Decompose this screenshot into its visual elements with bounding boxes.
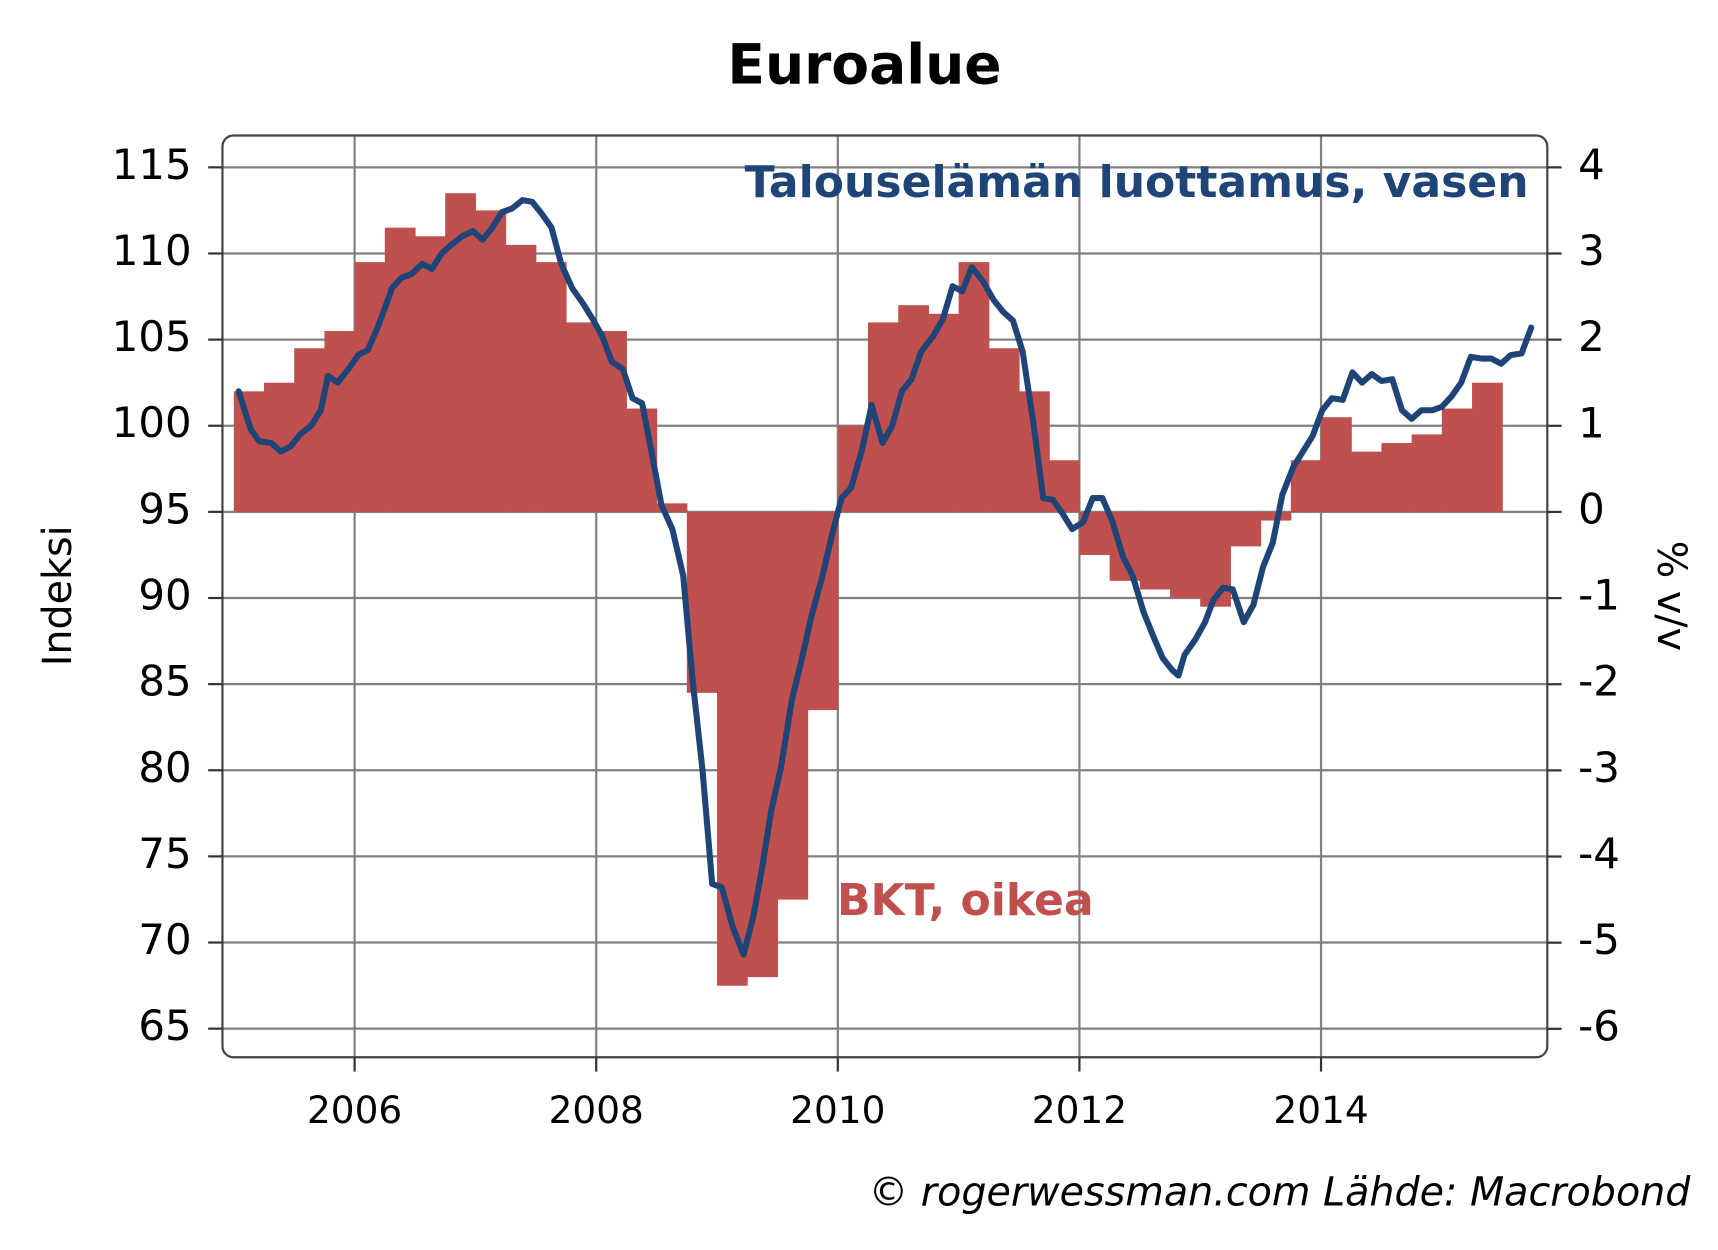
chart-title: Euroalue [727,32,1001,96]
axes: 65 70 75 80 85 90 95 100 105 110 115 -6 -5 -4 -3 -2 -1 0 1… [112,140,1620,1132]
series-label: Talouselämän luottamus, vasen [745,157,1529,208]
bar [535,262,567,512]
y-axis-label: Indeksi [35,525,81,666]
x-tick-label: 2006 [307,1088,402,1132]
plot-marks [233,193,1535,986]
y2-tick-label: 2 [1578,312,1605,361]
plot-frame [221,134,1549,1059]
bar [1170,511,1201,599]
y2-tick-label: -6 [1578,1001,1620,1050]
y2-tick-label: -2 [1578,657,1620,706]
bar [747,511,778,978]
y-tick-label: 110 [112,226,192,275]
y2-tick-label: 3 [1578,226,1605,275]
y2-tick-label: 1 [1578,398,1605,447]
x-tick-label: 2008 [549,1088,644,1132]
bar [566,322,597,512]
y2-tick-label: -3 [1578,743,1620,792]
y-tick-label: 65 [138,1001,191,1050]
bar [354,262,386,512]
bar [384,227,416,512]
bar [717,511,748,986]
y2-tick-label: -5 [1578,915,1620,964]
bar [475,210,507,512]
bar [1411,434,1443,512]
y2-tick-label: -4 [1578,829,1620,878]
bar [324,331,356,512]
y2-axis-label: % v/v [1648,541,1694,652]
bar [1321,417,1352,512]
bar [1472,382,1503,512]
y-tick-label: 85 [138,657,191,706]
bar [928,313,960,512]
bar [1290,460,1322,512]
y-tick-label: 80 [138,743,191,792]
y-tick-label: 70 [138,915,191,964]
bar [988,348,1020,512]
bar [415,236,446,512]
y-tick-label: 95 [138,484,191,533]
y-tick-label: 75 [138,829,191,878]
y2-tick-label: -1 [1578,571,1620,620]
y-tick-label: 90 [138,571,191,620]
y2-tick-label: 0 [1578,484,1605,533]
bar [1351,451,1382,512]
line [235,197,1535,958]
bar [1139,511,1171,590]
y-tick-label: 105 [112,312,192,361]
bar [1441,408,1473,512]
bar [656,503,688,512]
x-tick-label: 2012 [1032,1088,1127,1132]
source-note: © rogerwessman.com Lähde: Macrobond [869,1169,1692,1215]
bar [958,262,990,512]
bar [1230,511,1262,547]
y-tick-label: 115 [112,140,192,189]
y-tick-label: 100 [112,398,192,447]
bar [898,305,929,512]
x-tick-label: 2014 [1273,1088,1368,1132]
y2-tick-label: 4 [1578,140,1605,189]
bar [233,391,265,512]
series-label: BKT, oikea [837,875,1094,926]
bar [505,244,537,512]
x-tick-label: 2010 [790,1088,885,1132]
bar [1381,443,1413,512]
